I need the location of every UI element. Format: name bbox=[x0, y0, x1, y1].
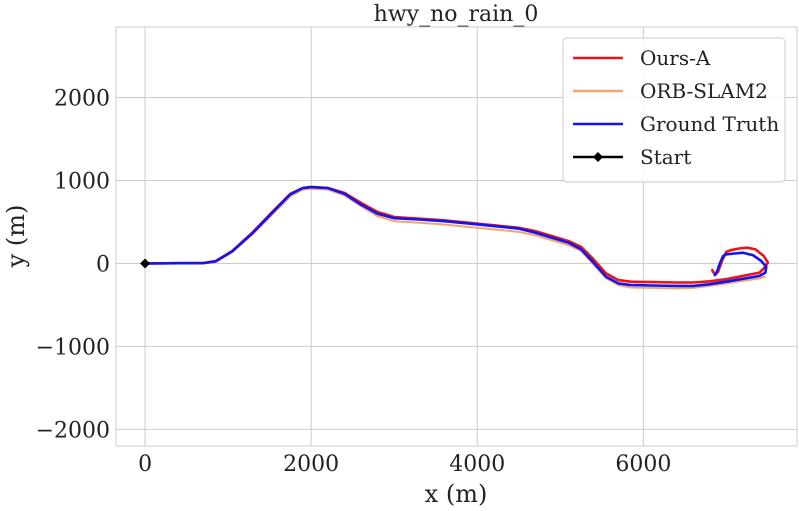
y-tick-label: 2000 bbox=[54, 87, 110, 112]
y-tick-label: −2000 bbox=[36, 418, 110, 443]
x-tick-label: 4000 bbox=[449, 452, 505, 477]
x-axis-title: x (m) bbox=[425, 480, 488, 508]
legend-items: Ours-A ORB-SLAM2 Ground Truth Start bbox=[573, 46, 779, 169]
series-line-ground-truth bbox=[143, 185, 768, 288]
chart-title: hwy_no_rain_0 bbox=[374, 2, 539, 27]
y-tick-label: 1000 bbox=[54, 169, 110, 194]
legend-label: Ground Truth bbox=[640, 112, 779, 136]
y-tick-label: −1000 bbox=[36, 335, 110, 360]
legend: Ours-A ORB-SLAM2 Ground Truth Start bbox=[562, 37, 786, 183]
y-tick-labels: −2000 −1000 0 1000 2000 bbox=[36, 87, 110, 444]
x-tick-label: 2000 bbox=[283, 452, 339, 477]
legend-label: ORB-SLAM2 bbox=[640, 79, 768, 103]
start-marker bbox=[140, 258, 151, 269]
x-tick-label: 0 bbox=[138, 452, 152, 477]
legend-label: Start bbox=[640, 145, 691, 169]
legend-label: Ours-A bbox=[640, 46, 711, 70]
x-tick-label: 6000 bbox=[615, 452, 671, 477]
x-tick-labels: 0 2000 4000 6000 bbox=[138, 452, 671, 477]
legend-box bbox=[562, 37, 786, 183]
legend-marker bbox=[593, 152, 603, 162]
y-tick-label: 0 bbox=[96, 252, 110, 277]
y-axis-title: y (m) bbox=[2, 205, 30, 269]
series-layer bbox=[140, 185, 770, 290]
